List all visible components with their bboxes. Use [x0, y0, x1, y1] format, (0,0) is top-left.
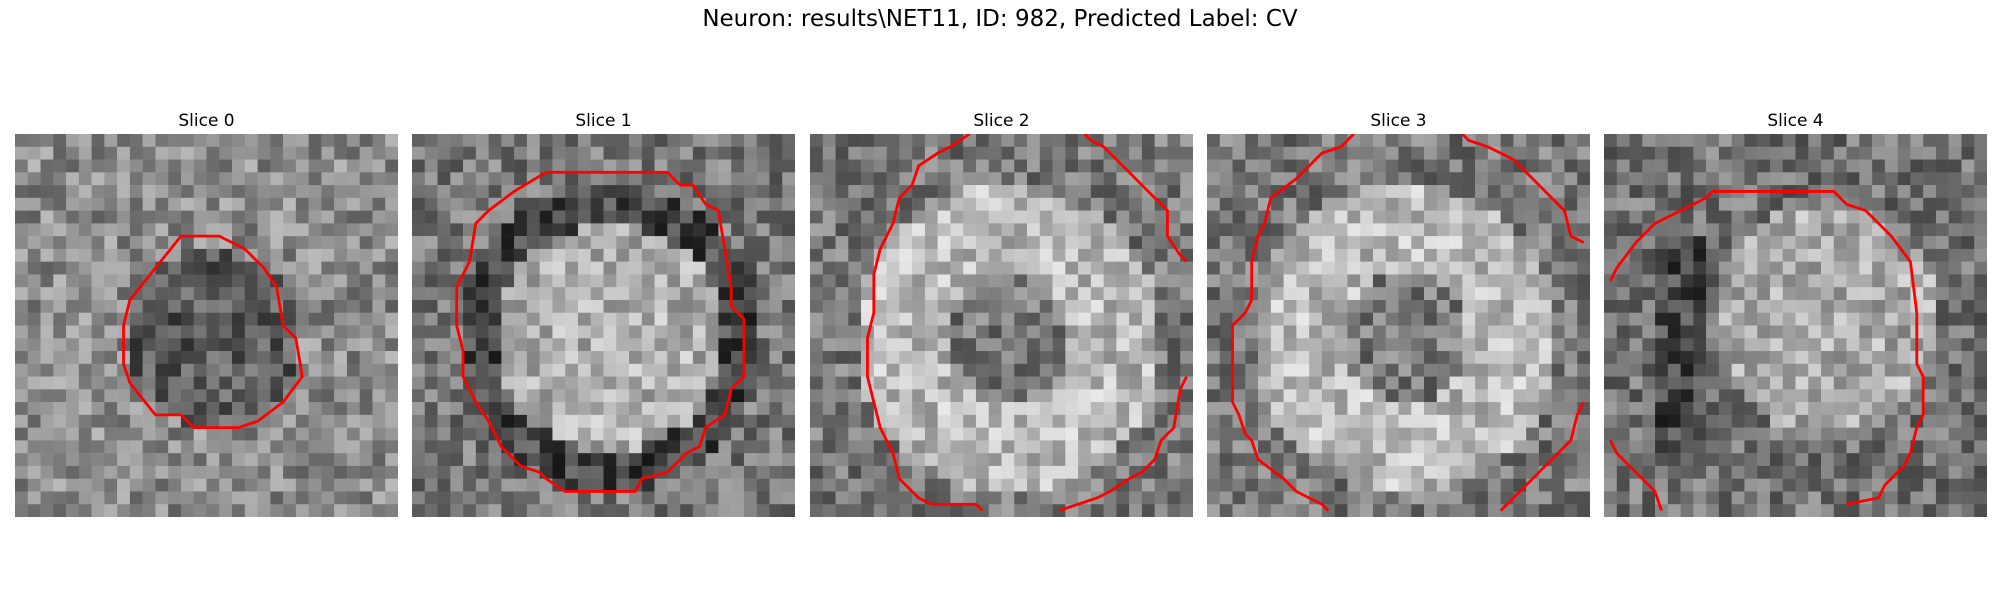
contour-line-2a [866, 134, 984, 512]
slice-title-1: Slice 1 [575, 111, 632, 131]
contour-line-3b [1461, 134, 1585, 244]
slice-title-0: Slice 0 [178, 111, 235, 131]
slice-pixels-0 [15, 134, 398, 517]
contour-line-3c [1499, 401, 1585, 512]
slice-panel-1: Slice 1 [412, 108, 795, 517]
slice-title-3: Slice 3 [1370, 111, 1427, 131]
slice-pixels-1 [412, 134, 795, 517]
contour-line-0 [122, 234, 304, 430]
slice-image-2 [810, 134, 1193, 517]
slice-title-2: Slice 2 [973, 111, 1030, 131]
contour-line-4a [1609, 190, 1925, 506]
contour-line-3a [1231, 134, 1355, 512]
slice-panel-0: Slice 0 [15, 108, 398, 517]
slice-image-1 [412, 134, 795, 517]
contour-line-2b [1083, 134, 1188, 263]
slice-panel-2: Slice 2 [810, 108, 1193, 517]
slice-pixels-3 [1207, 134, 1590, 517]
contour-line-4b [1609, 439, 1663, 512]
slice-title-4: Slice 4 [1767, 111, 1824, 131]
figure-title: Neuron: results\NET11, ID: 982, Predicte… [702, 6, 1298, 32]
slice-image-0 [15, 134, 398, 517]
slice-pixels-4 [1604, 134, 1987, 517]
slice-image-4 [1604, 134, 1987, 517]
slice-panel-4: Slice 4 [1604, 108, 1987, 517]
slice-panel-3: Slice 3 [1207, 108, 1590, 517]
slice-pixels-2 [810, 134, 1193, 517]
contour-line-1 [455, 170, 746, 493]
slice-image-3 [1207, 134, 1590, 517]
contour-line-2c [1058, 375, 1188, 512]
